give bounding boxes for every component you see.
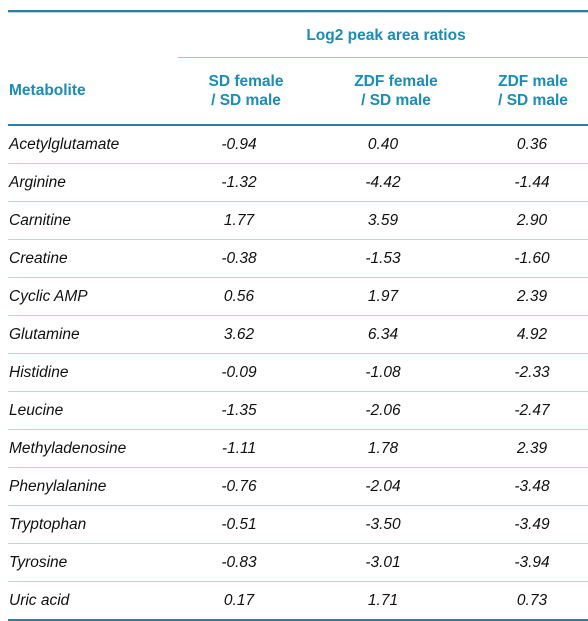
- cell-sd-female-sd-male: -0.51: [178, 505, 314, 544]
- cell-zdf-female-sd-male: -1.08: [314, 353, 478, 392]
- group-header-row: Log2 peak area ratios: [8, 12, 588, 58]
- table-row: Creatine -0.38 -1.53 -1.60: [8, 239, 588, 278]
- cell-zdf-female-sd-male: -4.42: [314, 163, 478, 202]
- table-row: Glutamine 3.62 6.34 4.92: [8, 315, 588, 354]
- cell-zdf-female-sd-male: 6.34: [314, 315, 478, 354]
- table-row: Histidine -0.09 -1.08 -2.33: [8, 353, 588, 392]
- table-row: Leucine -1.35 -2.06 -2.47: [8, 391, 588, 430]
- column-header-row: Metabolite SD female / SD male ZDF femal…: [8, 57, 588, 126]
- table-row: Tryptophan -0.51 -3.50 -3.49: [8, 505, 588, 544]
- cell-zdf-male-sd-male: -3.49: [478, 505, 588, 544]
- cell-metabolite: Methyladenosine: [8, 429, 178, 468]
- cell-zdf-female-sd-male: 3.59: [314, 201, 478, 240]
- cell-metabolite: Uric acid: [8, 581, 178, 621]
- table-row: Acetylglutamate -0.94 0.40 0.36: [8, 125, 588, 164]
- group-header-spacer: [8, 13, 178, 58]
- column-header-sd-female-sd-male: SD female / SD male: [178, 57, 314, 126]
- metabolite-table: Log2 peak area ratios Metabolite SD fema…: [8, 10, 588, 621]
- cell-sd-female-sd-male: 3.62: [178, 315, 314, 354]
- cell-zdf-female-sd-male: 0.40: [314, 125, 478, 164]
- cell-zdf-male-sd-male: -1.60: [478, 239, 588, 278]
- cell-zdf-female-sd-male: 1.78: [314, 429, 478, 468]
- cell-sd-female-sd-male: -0.94: [178, 125, 314, 164]
- table-header: Log2 peak area ratios Metabolite SD fema…: [8, 10, 588, 126]
- cell-metabolite: Leucine: [8, 391, 178, 430]
- cell-sd-female-sd-male: 0.56: [178, 277, 314, 316]
- cell-zdf-male-sd-male: -2.47: [478, 391, 588, 430]
- cell-sd-female-sd-male: 0.17: [178, 581, 314, 621]
- cell-sd-female-sd-male: -1.32: [178, 163, 314, 202]
- cell-metabolite: Glutamine: [8, 315, 178, 354]
- cell-zdf-male-sd-male: -3.94: [478, 543, 588, 582]
- table-row: Tyrosine -0.83 -3.01 -3.94: [8, 543, 588, 582]
- cell-zdf-male-sd-male: -3.48: [478, 467, 588, 506]
- column-header-metabolite: Metabolite: [8, 57, 178, 126]
- cell-metabolite: Acetylglutamate: [8, 125, 178, 164]
- cell-metabolite: Carnitine: [8, 201, 178, 240]
- cell-sd-female-sd-male: -0.09: [178, 353, 314, 392]
- column-header-zdf-female-sd-male: ZDF female / SD male: [314, 57, 478, 126]
- cell-zdf-male-sd-male: -1.44: [478, 163, 588, 202]
- cell-zdf-male-sd-male: 2.90: [478, 201, 588, 240]
- cell-sd-female-sd-male: -1.11: [178, 429, 314, 468]
- cell-zdf-female-sd-male: -2.06: [314, 391, 478, 430]
- cell-metabolite: Arginine: [8, 163, 178, 202]
- table-row: Carnitine 1.77 3.59 2.90: [8, 201, 588, 240]
- cell-zdf-female-sd-male: 1.97: [314, 277, 478, 316]
- table-row: Cyclic AMP 0.56 1.97 2.39: [8, 277, 588, 316]
- cell-zdf-male-sd-male: 0.73: [478, 581, 588, 621]
- top-rule: [8, 10, 588, 13]
- cell-zdf-male-sd-male: 0.36: [478, 125, 588, 164]
- table-row: Methyladenosine -1.11 1.78 2.39: [8, 429, 588, 468]
- table-row: Uric acid 0.17 1.71 0.73: [8, 581, 588, 621]
- cell-sd-female-sd-male: -0.38: [178, 239, 314, 278]
- cell-sd-female-sd-male: 1.77: [178, 201, 314, 240]
- cell-metabolite: Cyclic AMP: [8, 277, 178, 316]
- cell-metabolite: Tryptophan: [8, 505, 178, 544]
- cell-metabolite: Tyrosine: [8, 543, 178, 582]
- cell-zdf-female-sd-male: -3.01: [314, 543, 478, 582]
- table-row: Arginine -1.32 -4.42 -1.44: [8, 163, 588, 202]
- cell-zdf-male-sd-male: -2.33: [478, 353, 588, 392]
- cell-zdf-female-sd-male: -2.04: [314, 467, 478, 506]
- table-row: Phenylalanine -0.76 -2.04 -3.48: [8, 467, 588, 506]
- cell-zdf-male-sd-male: 2.39: [478, 429, 588, 468]
- cell-metabolite: Creatine: [8, 239, 178, 278]
- group-header: Log2 peak area ratios: [178, 12, 588, 58]
- cell-sd-female-sd-male: -1.35: [178, 391, 314, 430]
- cell-metabolite: Phenylalanine: [8, 467, 178, 506]
- cell-metabolite: Histidine: [8, 353, 178, 392]
- cell-sd-female-sd-male: -0.76: [178, 467, 314, 506]
- cell-zdf-female-sd-male: -3.50: [314, 505, 478, 544]
- table-body: Acetylglutamate -0.94 0.40 0.36 Arginine…: [8, 125, 588, 621]
- cell-sd-female-sd-male: -0.83: [178, 543, 314, 582]
- cell-zdf-female-sd-male: -1.53: [314, 239, 478, 278]
- cell-zdf-male-sd-male: 2.39: [478, 277, 588, 316]
- cell-zdf-male-sd-male: 4.92: [478, 315, 588, 354]
- column-header-zdf-male-sd-male: ZDF male / SD male: [478, 57, 588, 126]
- cell-zdf-female-sd-male: 1.71: [314, 581, 478, 621]
